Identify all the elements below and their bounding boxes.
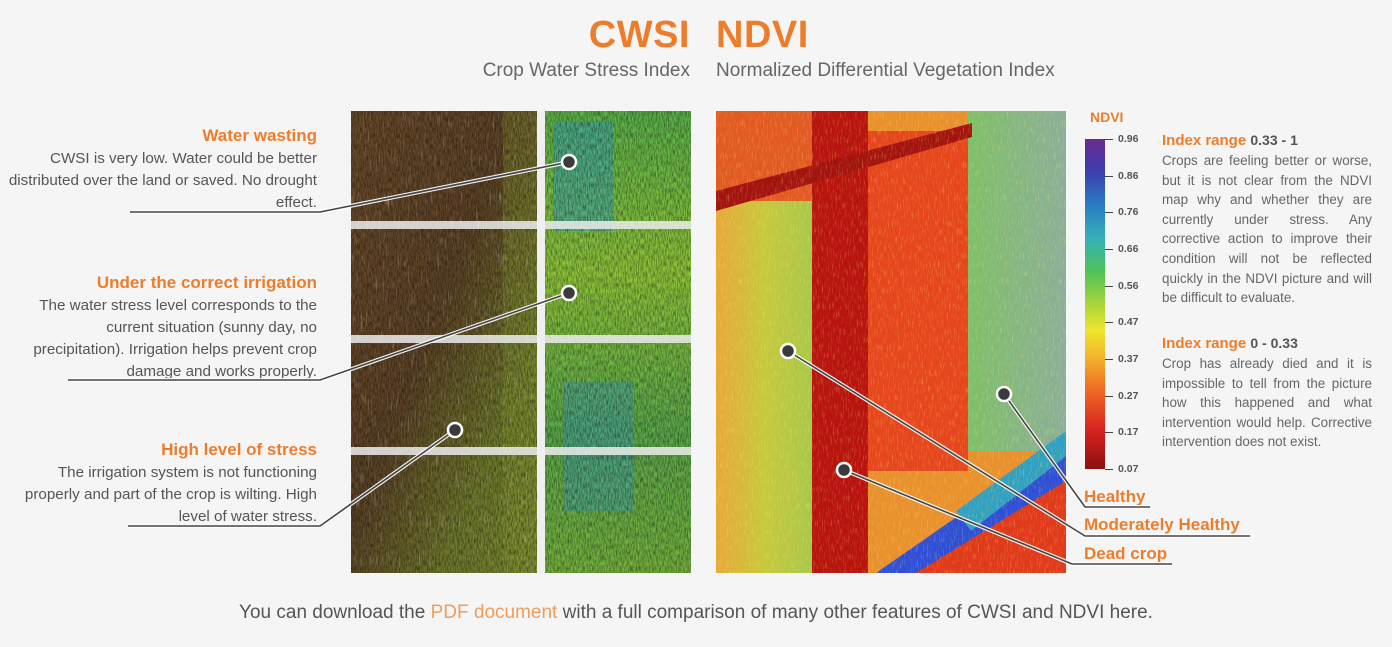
annotation-water-wasting: Water wasting CWSI is very low. Water co… bbox=[7, 126, 317, 214]
annotation-title: Water wasting bbox=[202, 126, 317, 145]
colorbar-tick-label: 0.56 bbox=[1118, 279, 1139, 292]
colorbar-tick bbox=[1105, 395, 1113, 397]
index-range-high: Index range 0.33 - 1 Crops are feeling b… bbox=[1162, 130, 1372, 308]
ndvi-colorbar bbox=[1085, 139, 1105, 469]
annotation-title: Under the correct irrigation bbox=[96, 273, 317, 292]
colorbar-tick bbox=[1105, 139, 1113, 140]
index-range-text: Crops are feeling better or worse, but i… bbox=[1162, 153, 1372, 306]
ndvi-subtitle: Normalized Differential Vegetation Index bbox=[716, 60, 1055, 81]
index-range-label: Index range bbox=[1162, 132, 1247, 149]
colorbar-tick bbox=[1105, 432, 1113, 434]
colorbar-tick-label: 0.66 bbox=[1118, 243, 1139, 255]
footer-text-before: You can download the bbox=[239, 602, 431, 623]
annotation-text: The irrigation system is not functioning… bbox=[24, 464, 317, 525]
annotation-text: The water stress level corresponds to th… bbox=[33, 297, 317, 380]
colorbar-tick-label: 0.96 bbox=[1118, 133, 1139, 145]
footer-text-after: with a full comparison of many other fea… bbox=[557, 602, 1153, 623]
colorbar-tick-label: 0.76 bbox=[1118, 206, 1139, 219]
label-moderately-healthy: Moderately Healthy bbox=[1084, 515, 1240, 534]
annotation-text: CWSI is very low. Water could be better … bbox=[8, 150, 317, 211]
colorbar-tick-label: 0.47 bbox=[1118, 316, 1139, 329]
annotation-high-stress: High level of stress The irrigation syst… bbox=[17, 440, 317, 528]
colorbar-tick-label: 0.27 bbox=[1118, 389, 1139, 402]
colorbar-tick bbox=[1105, 359, 1113, 360]
colorbar-tick bbox=[1105, 249, 1113, 250]
cwsi-field-map bbox=[343, 111, 691, 573]
colorbar-tick bbox=[1105, 322, 1113, 324]
cwsi-subtitle: Crop Water Stress Index bbox=[482, 60, 690, 81]
colorbar-tick-label: 0.86 bbox=[1118, 169, 1139, 182]
pdf-document-link[interactable]: PDF document bbox=[430, 602, 558, 623]
colorbar-tick bbox=[1105, 469, 1113, 470]
index-range-low: Index range 0 - 0.33 Crop has already di… bbox=[1162, 333, 1372, 452]
label-healthy: Healthy bbox=[1084, 487, 1146, 506]
legend-title: NDVI bbox=[1090, 109, 1124, 125]
colorbar-tick bbox=[1105, 285, 1113, 287]
index-range-text: Crop has already died and it is impossib… bbox=[1162, 356, 1372, 450]
index-range-label: Index range bbox=[1162, 335, 1247, 352]
footer-text: You can download the PDF document with a… bbox=[0, 602, 1392, 624]
colorbar-tick bbox=[1105, 175, 1113, 177]
colorbar-tick-label: 0.37 bbox=[1118, 353, 1139, 365]
annotation-title: High level of stress bbox=[161, 440, 317, 459]
index-range-heading: Index range 0.33 - 1 bbox=[1162, 130, 1372, 151]
index-range-heading: Index range 0 - 0.33 bbox=[1162, 333, 1372, 354]
annotation-correct-irrigation: Under the correct irrigation The water s… bbox=[17, 273, 317, 383]
ndvi-title: NDVI bbox=[716, 14, 809, 56]
colorbar-tick-label: 0.17 bbox=[1118, 426, 1139, 439]
index-range-value: 0 - 0.33 bbox=[1250, 335, 1298, 351]
colorbar-tick bbox=[1105, 212, 1113, 214]
index-range-value: 0.33 - 1 bbox=[1250, 132, 1298, 148]
ndvi-field-map bbox=[716, 111, 1066, 573]
cwsi-title: CWSI bbox=[588, 14, 690, 56]
colorbar-tick-label: 0.07 bbox=[1118, 463, 1139, 475]
label-dead-crop: Dead crop bbox=[1084, 544, 1168, 563]
